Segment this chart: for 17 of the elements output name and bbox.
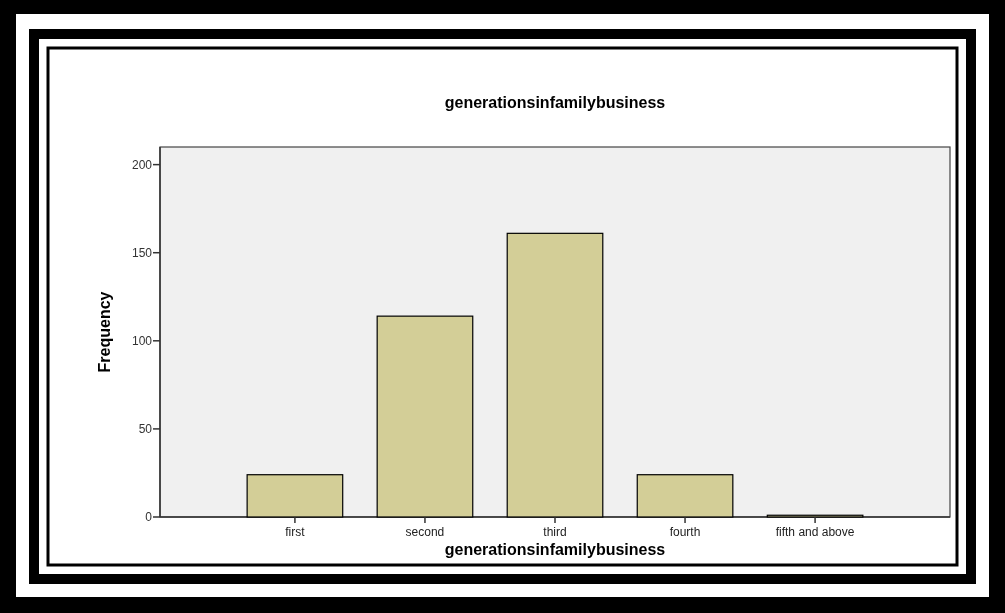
y-tick-label: 200 bbox=[131, 157, 153, 172]
bar bbox=[636, 474, 734, 518]
bar bbox=[506, 232, 604, 518]
x-tick-label: third bbox=[543, 525, 567, 539]
chart-title: generationsinfamilybusiness bbox=[444, 94, 666, 111]
x-tick-label: second bbox=[405, 525, 445, 539]
y-axis-title: Frequency bbox=[96, 291, 113, 373]
y-tick-label: 150 bbox=[131, 245, 153, 260]
y-tick-label: 50 bbox=[138, 422, 153, 437]
x-tick-label: first bbox=[285, 525, 306, 539]
y-tick-label: 100 bbox=[131, 334, 153, 349]
x-tick-label: fourth bbox=[669, 525, 701, 539]
x-tick-label: fifth and above bbox=[775, 525, 855, 539]
x-axis-title: generationsinfamilybusiness bbox=[444, 541, 666, 558]
y-tick-label: 0 bbox=[145, 510, 153, 525]
bar bbox=[376, 315, 474, 518]
bar bbox=[246, 474, 344, 518]
